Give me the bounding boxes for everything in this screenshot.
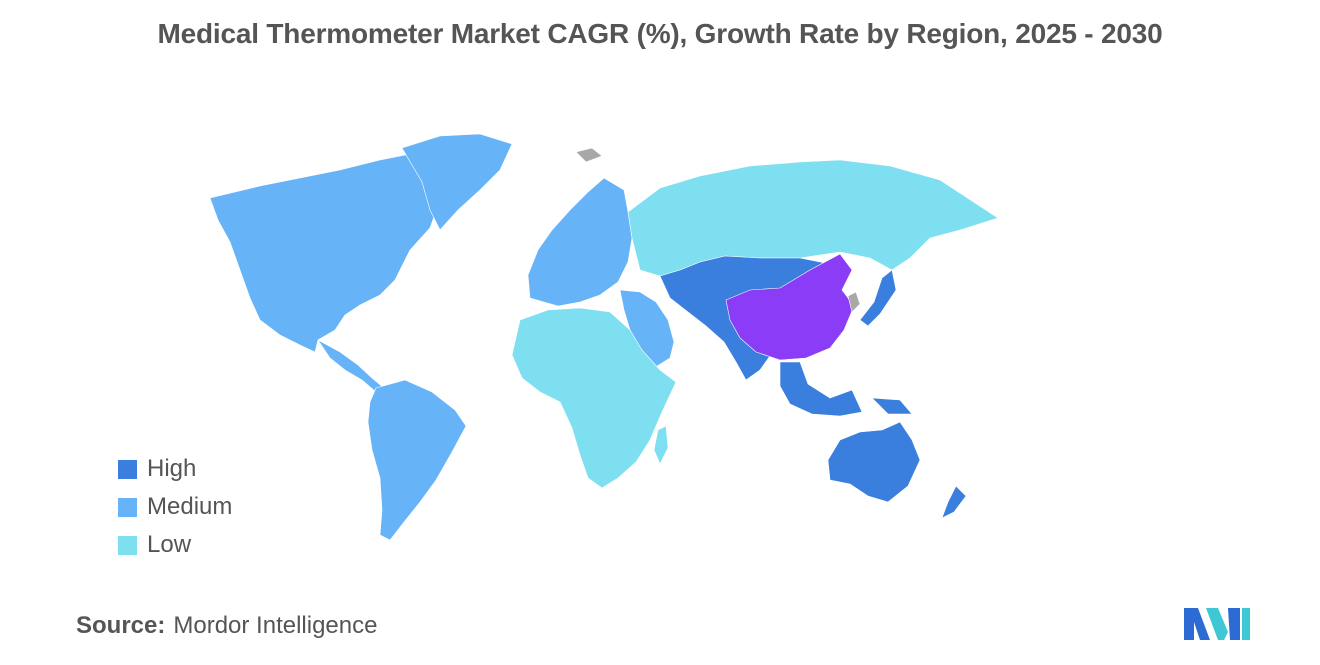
legend-item-medium: Medium bbox=[118, 488, 232, 526]
world-map-svg bbox=[209, 133, 999, 541]
chart-title: Medical Thermometer Market CAGR (%), Gro… bbox=[157, 18, 1163, 49]
legend-label-high: High bbox=[147, 455, 197, 482]
world-map bbox=[140, 130, 1020, 560]
legend-label-low: Low bbox=[147, 531, 192, 558]
region-middle-east bbox=[619, 289, 675, 369]
source-value: Mordor Intelligence bbox=[173, 612, 378, 639]
legend-swatch-high bbox=[118, 459, 137, 479]
region-australia bbox=[827, 421, 921, 503]
legend: High Medium Low bbox=[118, 450, 232, 564]
region-png bbox=[871, 397, 913, 415]
region-south-america bbox=[367, 379, 467, 541]
mordor-intelligence-logo bbox=[1184, 608, 1250, 640]
region-europe bbox=[527, 177, 633, 307]
region-japan bbox=[859, 269, 897, 327]
region-greenland bbox=[401, 133, 513, 231]
source-label: Source: bbox=[76, 612, 166, 639]
legend-item-high: High bbox=[118, 450, 232, 488]
legend-swatch-low bbox=[118, 535, 137, 555]
region-central-america bbox=[317, 339, 385, 393]
region-svalbard bbox=[575, 147, 603, 163]
region-madagascar bbox=[653, 425, 669, 465]
region-southeast-asia bbox=[779, 361, 863, 417]
region-korea bbox=[847, 291, 861, 313]
region-north-america bbox=[209, 151, 491, 353]
region-china bbox=[725, 253, 855, 361]
legend-label-medium: Medium bbox=[147, 493, 233, 520]
source-line: Source: Mordor Intelligence bbox=[76, 612, 377, 640]
region-africa bbox=[511, 307, 677, 489]
legend-swatch-medium bbox=[118, 497, 137, 517]
region-new-zealand bbox=[941, 485, 967, 519]
region-russia bbox=[627, 159, 999, 277]
legend-item-low: Low bbox=[118, 526, 232, 564]
